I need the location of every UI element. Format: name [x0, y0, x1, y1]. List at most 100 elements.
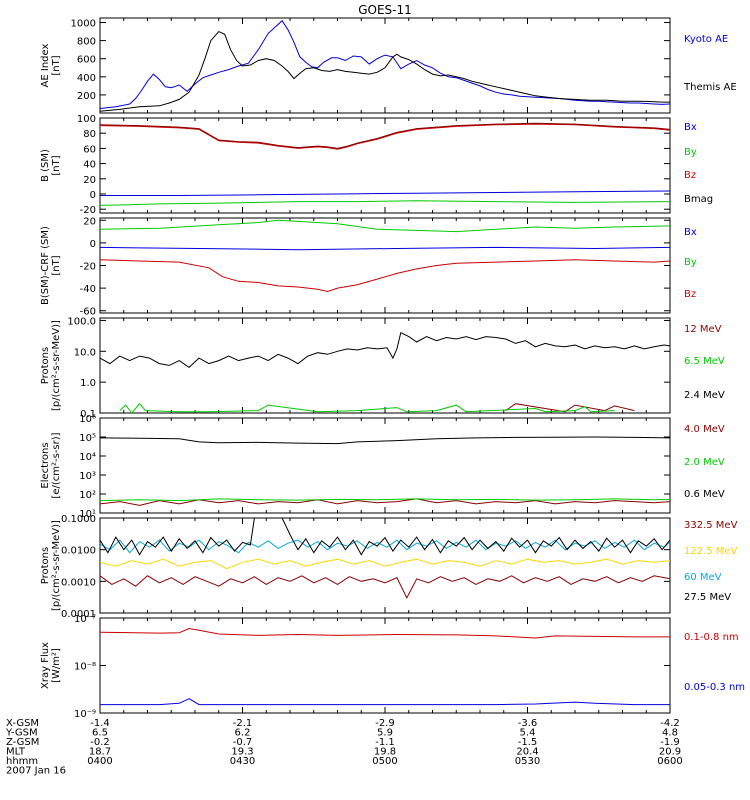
- series-line-2-0-mev: [99, 498, 671, 502]
- footer-value: -4.2: [660, 718, 680, 729]
- footer-value: 4.8: [662, 728, 678, 739]
- y-tick-label: 20: [83, 175, 96, 186]
- legend-332-5-mev: 332.5 MeV: [684, 520, 738, 531]
- panel-frame: [99, 117, 671, 214]
- series-line-bz: [99, 123, 671, 150]
- panel-4: 0.1 1.0 10.0 100.0 Protons [p/(cm²-s-sr-MeV)]…: [40, 316, 725, 420]
- legend-themis-ae: Themis AE: [683, 82, 737, 93]
- footer-row-label: hhmm: [6, 756, 38, 767]
- footer-value: 0600: [657, 756, 682, 767]
- legend-bx: Bx: [684, 227, 697, 238]
- panel-3: -60 -40 -20 0 20 B(SM)-CRF (SM) [nT] Bx By Bz: [40, 216, 697, 317]
- footer-value: 6.5: [92, 728, 108, 739]
- legend-0-1-0-8-nm: 0.1-0.8 nm: [684, 632, 739, 643]
- legend-0-05-0-3-nm: 0.05-0.3 nm: [684, 682, 745, 693]
- y-tick-label: -20: [80, 205, 96, 216]
- footer-value: 19.3: [231, 747, 253, 758]
- footer-value: 20.9: [659, 747, 681, 758]
- y-axis-label: [nT]: [51, 255, 62, 275]
- y-tick-label: 10⁵: [79, 433, 96, 444]
- footer-value: -0.7: [233, 737, 253, 748]
- y-tick-label: 0.0010: [61, 577, 96, 588]
- footer-value: -1.4: [90, 718, 110, 729]
- series-line-12-mev: [505, 403, 635, 413]
- legend-by: By: [684, 147, 697, 158]
- y-tick-label: 400: [77, 73, 96, 84]
- legend-12-mev: 12 MeV: [684, 324, 722, 335]
- y-axis-label: Xray Flux: [40, 642, 51, 689]
- panel-5: 10¹ 10² 10³ 10⁴ 10⁵ 10⁶ Electrons [e/(cm²-s-sr)…: [40, 414, 725, 520]
- y-axis-label: [p/(cm²-s-sr-MeV)]: [51, 320, 62, 411]
- legend-4-0-mev: 4.0 MeV: [684, 424, 725, 435]
- y-tick-label: 10⁻⁹: [74, 709, 96, 720]
- y-tick-label: 100: [77, 114, 96, 125]
- y-tick-label: 0.1: [80, 409, 96, 420]
- legend-by: By: [684, 257, 697, 268]
- series-line-4-0-mev: [99, 498, 671, 506]
- y-axis-label: Protons: [40, 547, 51, 584]
- y-tick-label: 10⁻⁷: [74, 614, 96, 625]
- y-tick-label: 80: [83, 129, 96, 140]
- y-axis-label: B (SM): [40, 149, 51, 182]
- y-tick-label: 10.0: [74, 347, 96, 358]
- footer-value: 0500: [372, 756, 397, 767]
- y-tick-label: 40: [83, 160, 96, 171]
- y-tick-label: 0.0001: [61, 609, 96, 620]
- series-line-by: [99, 200, 671, 206]
- footer-value: 0430: [230, 756, 255, 767]
- legend-bx: Bx: [684, 122, 697, 133]
- y-tick-label: 1000: [71, 19, 96, 30]
- footer-value: -1.9: [660, 737, 680, 748]
- series-line-2-4-mev: [99, 331, 671, 369]
- panel-frame: [99, 17, 671, 114]
- footer-value: 18.7: [89, 747, 111, 758]
- panel-2: -20 0 20 40 60 80 100 B (SM) [nT] Bx By Bz Bmag: [40, 114, 713, 216]
- series-line-332-5-mev: [99, 575, 671, 600]
- y-axis-label: [W/m²]: [51, 648, 62, 683]
- legend-60-mev: 60 MeV: [684, 572, 722, 583]
- footer-row-label: X-GSM: [6, 718, 39, 729]
- legend-bz: Bz: [684, 289, 696, 300]
- series-line-0-1-0-8-nm: [99, 627, 670, 639]
- panel-1: 200 400 600 800 1000 AE Index [nT] Kyoto AE Them…: [40, 17, 737, 114]
- y-tick-label: 0: [90, 190, 96, 201]
- legend-bmag: Bmag: [684, 194, 713, 205]
- y-tick-label: 60: [83, 144, 96, 155]
- series-line-by: [99, 219, 671, 233]
- y-axis-label: [nT]: [51, 155, 62, 175]
- footer-value: -1.5: [518, 737, 538, 748]
- y-axis-label: AE Index: [40, 43, 51, 87]
- y-tick-label: 600: [77, 55, 96, 66]
- series-line-122-5-mev: [99, 558, 671, 570]
- y-tick-label: 10⁶: [79, 414, 96, 425]
- panel-frame: [99, 617, 671, 714]
- y-tick-label: 10⁻⁸: [74, 662, 96, 673]
- footer-row-label: Y-GSM: [5, 728, 38, 739]
- footer-value: 19.8: [374, 747, 396, 758]
- footer-row-label: Z-GSM: [6, 737, 39, 748]
- footer-date: 2007 Jan 16: [6, 766, 66, 777]
- series-line-bz: [99, 259, 671, 293]
- panel-frame: [99, 217, 671, 314]
- legend-2-0-mev: 2.0 MeV: [684, 457, 725, 468]
- y-tick-label: 10²: [79, 490, 96, 501]
- y-tick-label: 1.0: [80, 378, 96, 389]
- y-axis-label: Electrons: [40, 442, 51, 488]
- y-tick-label: -60: [80, 307, 96, 318]
- footer-value: -3.6: [518, 718, 538, 729]
- footer-value: -1.1: [375, 737, 395, 748]
- y-tick-label: 20: [83, 216, 96, 227]
- series-line-bmag: [99, 122, 671, 149]
- y-axis-label: [e/(cm²-s-sr)]: [51, 432, 62, 498]
- footer-value: 5.4: [520, 728, 536, 739]
- series-line-bx: [99, 246, 671, 251]
- panel-7: 10⁻⁹ 10⁻⁸ 10⁻⁷ Xray Flux [W/m²] 0.1-0.8 nm 0.0…: [40, 614, 745, 720]
- y-axis-label: [nT]: [51, 55, 62, 75]
- panel-frame: [99, 517, 671, 614]
- y-tick-label: 0.0100: [61, 546, 96, 557]
- y-tick-label: 0.1000: [61, 514, 96, 525]
- footer-value: 0400: [87, 756, 112, 767]
